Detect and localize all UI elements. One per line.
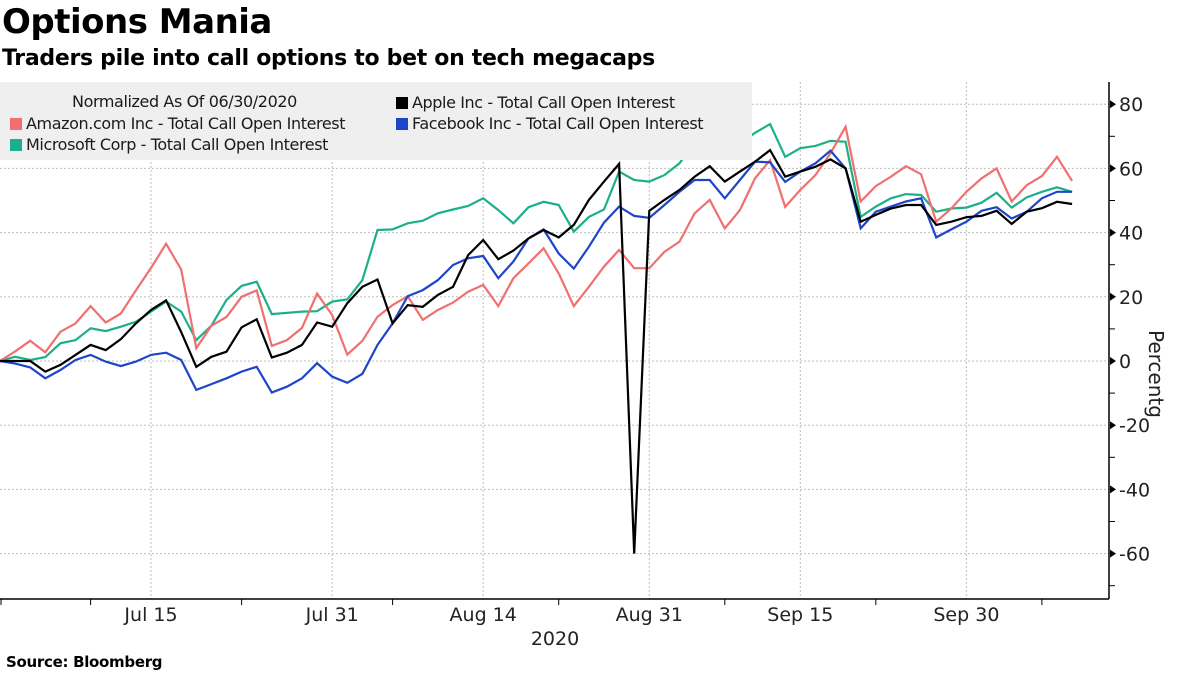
legend: Normalized As Of 06/30/2020 Amazon.com I… <box>0 82 752 160</box>
series-line-microsoft <box>0 122 1073 363</box>
legend-item-microsoft: Microsoft Corp - Total Call Open Interes… <box>10 135 328 154</box>
y-tick-marker <box>1110 549 1116 558</box>
legend-swatch-amazon <box>10 118 22 130</box>
legend-label-amazon: Amazon.com Inc - Total Call Open Interes… <box>26 114 346 133</box>
series-line-apple <box>0 148 1073 554</box>
y-tick-label: 0 <box>1119 351 1131 373</box>
legend-swatch-apple <box>396 97 408 109</box>
legend-item-apple: Apple Inc - Total Call Open Interest <box>396 93 675 112</box>
series-lines <box>0 122 1074 554</box>
y-tick-marker <box>1110 292 1116 301</box>
x-tick-label: Aug 31 <box>616 604 683 626</box>
y-axis-label: Percentg <box>1144 330 1168 418</box>
axes <box>0 82 1116 605</box>
chart-subtitle: Traders pile into call options to bet on… <box>2 46 655 71</box>
legend-item-amazon: Amazon.com Inc - Total Call Open Interes… <box>10 114 345 133</box>
legend-swatch-facebook <box>396 118 408 130</box>
source-note: Source: Bloomberg <box>6 653 163 671</box>
y-tick-marker <box>1110 100 1116 109</box>
x-tick-label: Sep 15 <box>767 604 833 626</box>
series-line-facebook <box>0 149 1073 394</box>
y-tick-marker <box>1110 228 1116 237</box>
y-tick-marker <box>1110 421 1116 430</box>
x-tick-label: Aug 14 <box>450 604 517 626</box>
y-tick-label: -60 <box>1119 544 1150 566</box>
legend-label-apple: Apple Inc - Total Call Open Interest <box>412 93 675 112</box>
legend-item-facebook: Facebook Inc - Total Call Open Interest <box>396 114 704 133</box>
x-tick-label: Jul 15 <box>123 604 177 626</box>
x-axis-label: 2020 <box>531 628 579 650</box>
y-tick-label: 80 <box>1119 94 1143 116</box>
legend-label-facebook: Facebook Inc - Total Call Open Interest <box>412 114 704 133</box>
legend-note: Normalized As Of 06/30/2020 <box>72 92 297 111</box>
y-tick-label: -20 <box>1119 415 1150 437</box>
y-tick-label: -40 <box>1119 479 1150 501</box>
legend-label-microsoft: Microsoft Corp - Total Call Open Interes… <box>26 135 329 154</box>
y-tick-label: 40 <box>1119 223 1143 245</box>
y-tick-label: 20 <box>1119 287 1143 309</box>
x-tick-label: Jul 31 <box>305 604 359 626</box>
y-tick-marker <box>1110 164 1116 173</box>
tick-labels: 80 60 40 20 0 -20 -40 -60 Jul 15 Jul 31 Aug 14 Aug … <box>123 94 1150 650</box>
y-tick-marker <box>1110 485 1116 494</box>
y-tick-label: 60 <box>1119 158 1143 180</box>
legend-swatch-microsoft <box>10 139 22 151</box>
x-tick-label: Sep 30 <box>933 604 999 626</box>
chart-title: Options Mania <box>2 2 272 42</box>
y-tick-marker <box>1110 357 1116 365</box>
series-line-amazon <box>0 123 1074 362</box>
